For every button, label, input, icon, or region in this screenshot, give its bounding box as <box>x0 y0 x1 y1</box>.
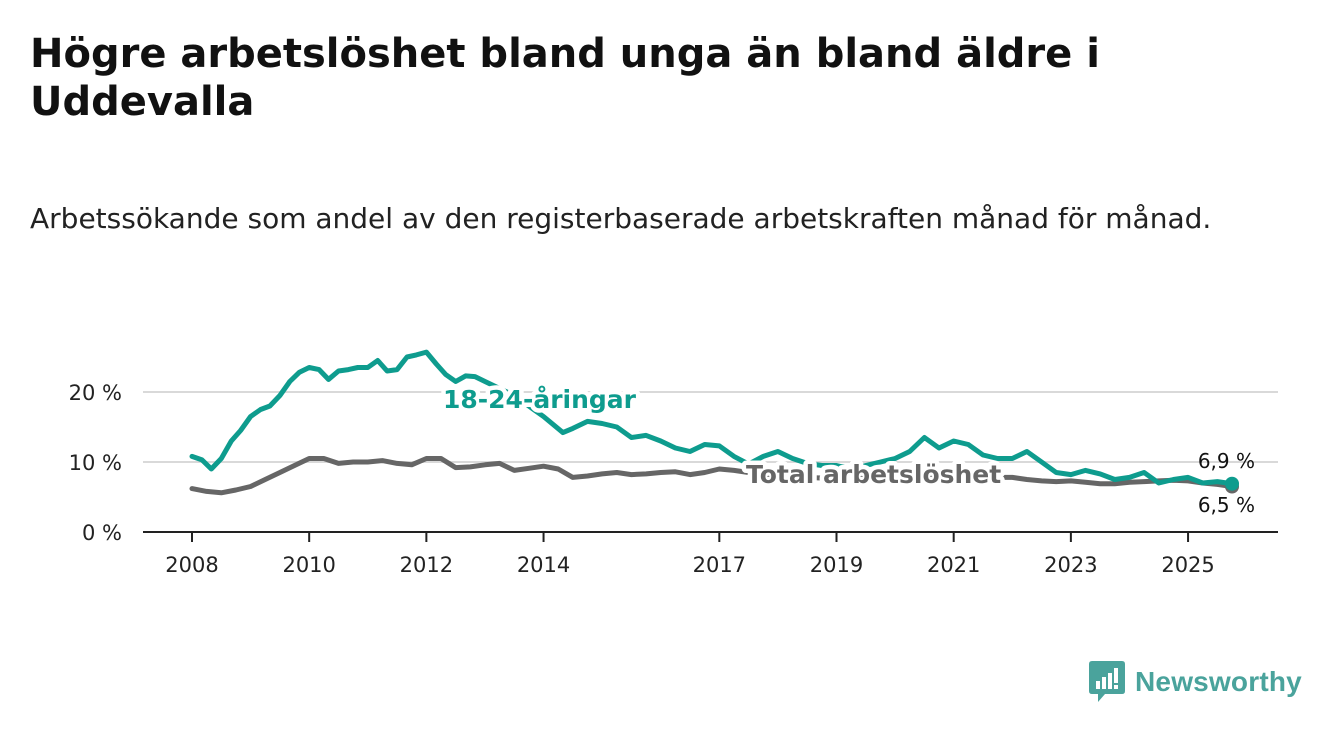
brand-name: Newsworthy <box>1135 666 1302 697</box>
chart-title: Högre arbetslöshet bland unga än bland ä… <box>30 31 1100 125</box>
series-line-youth <box>189 349 1235 487</box>
x-axis: 2008 2010 2012 2014 2017 2019 2021 2023 2025 <box>143 531 1278 577</box>
series-lines <box>189 349 1239 496</box>
x-tick-label: 2025 <box>1161 553 1214 577</box>
end-value-total: 6,5 % <box>1198 493 1255 517</box>
series-label-total-halo: Total arbetslöshet <box>746 460 1001 489</box>
series-line-total <box>189 456 1235 496</box>
chart-subtitle: Arbetssökande som andel av den registerb… <box>30 202 1212 235</box>
x-tick-label: 2010 <box>282 553 335 577</box>
series-end-dot-youth <box>1225 476 1239 491</box>
bar-chart-icon <box>1089 661 1125 702</box>
x-tick-label: 2014 <box>517 553 570 577</box>
x-tick-label: 2021 <box>927 553 980 577</box>
x-tick-label: 2017 <box>693 553 746 577</box>
y-tick-label: 10 % <box>69 451 122 475</box>
y-tick-label: 20 % <box>69 381 122 405</box>
newsworthy-logo: Newsworthy <box>1089 661 1302 703</box>
gridlines: 0 % 10 % 20 % <box>69 381 1278 545</box>
y-tick-label: 0 % <box>82 521 122 545</box>
x-tick-label: 2019 <box>810 553 863 577</box>
series-label-total: Total arbetslöshet <box>746 460 1001 489</box>
x-tick-label: 2008 <box>165 553 218 577</box>
series-label-youth: 18-24-åringar <box>443 385 637 414</box>
end-value-youth: 6,9 % <box>1198 449 1255 473</box>
line-chart: 0 % 10 % 20 % 2008 2010 2012 2014 2017 2019 2021… <box>69 349 1278 577</box>
series-label-youth-halo: 18-24-åringar <box>443 385 637 414</box>
x-tick-label: 2023 <box>1044 553 1097 577</box>
x-tick-label: 2012 <box>400 553 453 577</box>
